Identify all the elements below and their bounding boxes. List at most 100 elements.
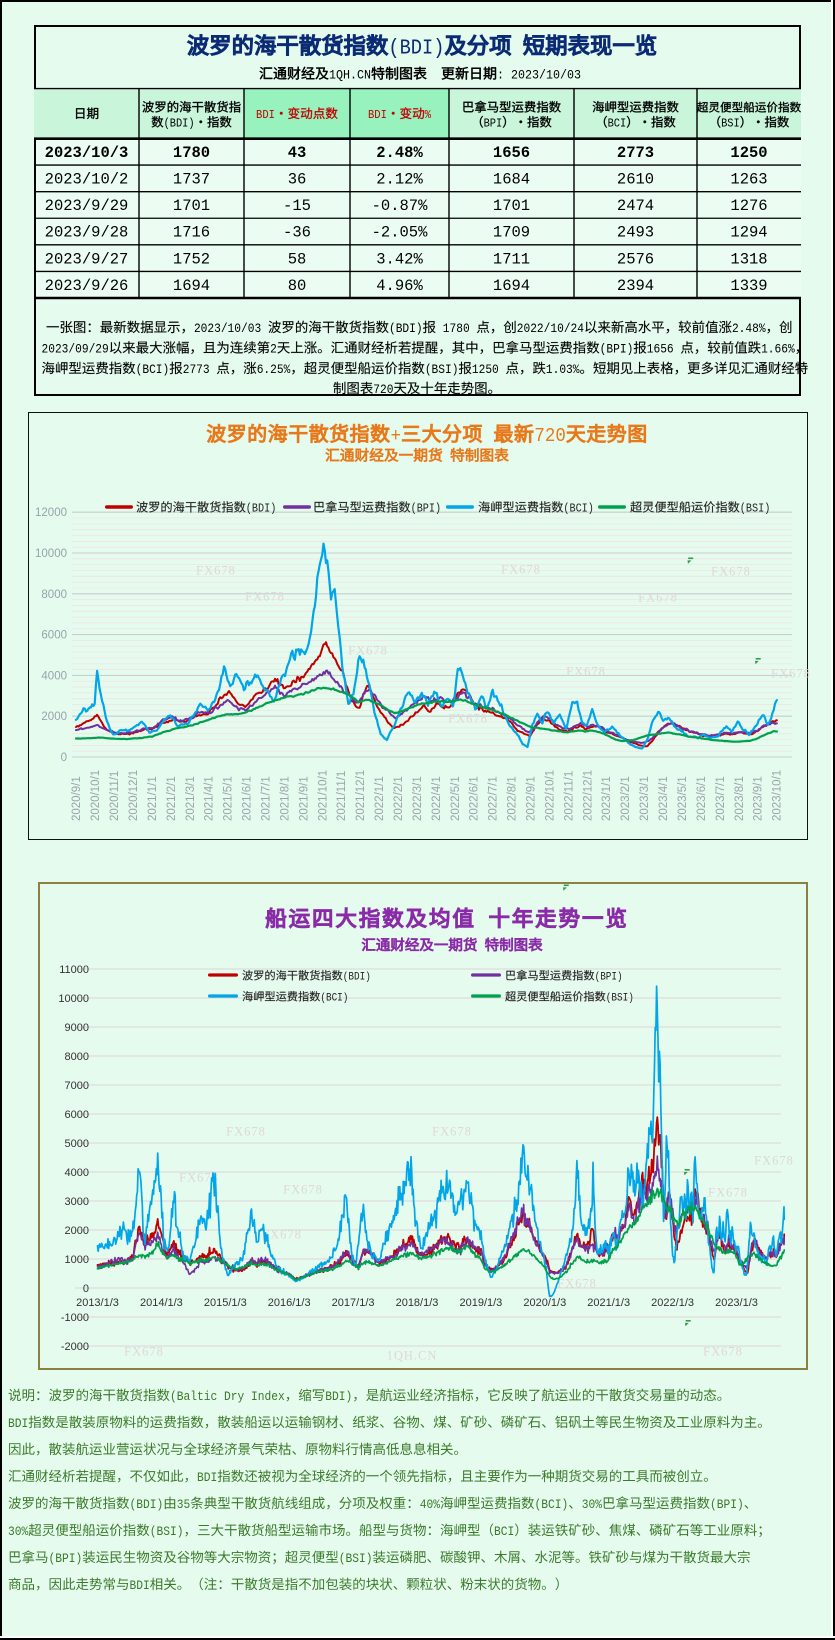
- svg-text:-0.87%: -0.87%: [372, 197, 429, 215]
- svg-text:BDI: BDI: [368, 108, 387, 122]
- svg-text:2023/10/03: 2023/10/03: [194, 321, 268, 336]
- svg-text:2.48%: 2.48%: [376, 144, 423, 162]
- svg-text:FX678: FX678: [708, 1186, 748, 1200]
- svg-text:(Baltic Dry Index: (Baltic Dry Index: [170, 1389, 285, 1404]
- svg-text:FX678: FX678: [262, 1228, 302, 1242]
- svg-text:2023/1/3: 2023/1/3: [715, 1297, 758, 1309]
- svg-text:BDI: BDI: [8, 1416, 28, 1431]
- svg-text:1.66%: 1.66%: [761, 342, 795, 357]
- svg-text:6.25%: 6.25%: [257, 362, 291, 377]
- svg-text:2023/4/1: 2023/4/1: [658, 776, 670, 821]
- svg-text:2000: 2000: [41, 711, 67, 723]
- svg-text:1737: 1737: [173, 171, 210, 189]
- svg-text:720: 720: [534, 425, 565, 447]
- svg-text:2023/9/28: 2023/9/28: [45, 224, 129, 242]
- svg-text:BDI: BDI: [130, 1578, 150, 1593]
- svg-text:1QH.CN: 1QH.CN: [387, 1349, 438, 1363]
- svg-text:BCI: BCI: [608, 117, 627, 131]
- svg-text:1250: 1250: [730, 144, 767, 162]
- svg-text:(BSI): (BSI): [150, 1524, 184, 1539]
- svg-text:2493: 2493: [617, 224, 654, 242]
- svg-text:-2000: -2000: [61, 1341, 89, 1353]
- svg-text:FX678: FX678: [179, 1171, 219, 1185]
- svg-text:%: %: [425, 108, 432, 122]
- svg-text:40%: 40%: [420, 1497, 441, 1512]
- svg-text:36: 36: [288, 171, 307, 189]
- svg-text:2022/4/1: 2022/4/1: [431, 776, 443, 821]
- svg-text:7000: 7000: [65, 1080, 89, 1092]
- svg-text:2021/1/3: 2021/1/3: [587, 1297, 630, 1309]
- svg-text:2017/1/3: 2017/1/3: [332, 1297, 375, 1309]
- svg-text:2020/1/3: 2020/1/3: [523, 1297, 566, 1309]
- svg-text:2022/1/3: 2022/1/3: [651, 1297, 694, 1309]
- svg-text:(BSI): (BSI): [740, 503, 771, 516]
- svg-text:1250: 1250: [472, 362, 506, 377]
- svg-text:2022/8/1: 2022/8/1: [507, 776, 519, 821]
- svg-text:1709: 1709: [493, 224, 530, 242]
- svg-text:-15: -15: [283, 197, 311, 215]
- svg-text:(BPI): (BPI): [600, 342, 634, 357]
- svg-text:FX678: FX678: [703, 1345, 743, 1359]
- svg-text:2021/2/1: 2021/2/1: [166, 776, 178, 821]
- svg-text:(BDI): (BDI): [388, 37, 444, 61]
- svg-text:4000: 4000: [41, 670, 67, 682]
- svg-text:2023/10/2: 2023/10/2: [45, 171, 129, 189]
- svg-text:2020/12/1: 2020/12/1: [128, 770, 140, 821]
- svg-text:2: 2: [270, 342, 277, 357]
- svg-text:FX678: FX678: [245, 590, 285, 604]
- svg-text:11000: 11000: [59, 964, 89, 976]
- svg-text:(BSI): (BSI): [606, 993, 634, 1005]
- svg-text:2021/8/1: 2021/8/1: [279, 776, 291, 821]
- svg-text:2022/9/1: 2022/9/1: [526, 776, 538, 821]
- svg-text:2474: 2474: [617, 197, 654, 215]
- svg-text:FX678: FX678: [226, 1125, 266, 1139]
- svg-text:(BCI): (BCI): [535, 1497, 569, 1512]
- svg-text:6000: 6000: [41, 630, 67, 642]
- svg-text:1752: 1752: [173, 250, 210, 268]
- svg-text:35: 35: [177, 1497, 191, 1512]
- svg-text:FX678: FX678: [348, 644, 388, 658]
- svg-text:2023/9/26: 2023/9/26: [45, 277, 129, 295]
- svg-text:2022/12/1: 2022/12/1: [582, 770, 594, 821]
- svg-text:1656: 1656: [493, 144, 530, 162]
- svg-text:FX678: FX678: [771, 667, 811, 681]
- svg-text:1701: 1701: [493, 197, 530, 215]
- svg-text:(BCI): (BCI): [136, 362, 170, 377]
- svg-text:FX678: FX678: [432, 1125, 472, 1139]
- svg-text:2020/11/1: 2020/11/1: [109, 771, 121, 821]
- svg-text:12000: 12000: [35, 507, 67, 519]
- svg-text:0: 0: [61, 752, 67, 764]
- svg-text:BPI: BPI: [484, 117, 503, 131]
- svg-text:FX678: FX678: [566, 665, 606, 679]
- svg-text:-36: -36: [283, 224, 311, 242]
- svg-text:FX678: FX678: [711, 565, 751, 579]
- svg-text:30%: 30%: [582, 1497, 603, 1512]
- svg-text:(BPI): (BPI): [411, 503, 442, 516]
- svg-text:1276: 1276: [730, 197, 767, 215]
- svg-text:0: 0: [83, 1283, 89, 1295]
- svg-text:2023/10/3: 2023/10/3: [45, 144, 129, 162]
- svg-text:2023/09/29: 2023/09/29: [42, 342, 109, 357]
- svg-text:2023/6/1: 2023/6/1: [696, 776, 708, 821]
- svg-text:4000: 4000: [65, 1167, 89, 1179]
- svg-text:2022/10/24: 2022/10/24: [517, 321, 584, 336]
- svg-text:1711: 1711: [493, 250, 530, 268]
- svg-text:BCI: BCI: [494, 1524, 514, 1539]
- svg-text:1716: 1716: [173, 224, 210, 242]
- svg-text:3.42%: 3.42%: [376, 250, 423, 268]
- svg-text:4.96%: 4.96%: [376, 277, 423, 295]
- svg-text:FX678: FX678: [448, 712, 488, 726]
- svg-text:BDI: BDI: [256, 108, 275, 122]
- svg-text:(BPI): (BPI): [595, 972, 623, 984]
- svg-text:2013/1/3: 2013/1/3: [76, 1297, 119, 1309]
- svg-text:3000: 3000: [65, 1196, 89, 1208]
- svg-text:(BDI): (BDI): [343, 972, 371, 984]
- svg-text:1694: 1694: [493, 277, 530, 295]
- svg-text:720: 720: [373, 382, 393, 397]
- svg-text:2019/1/3: 2019/1/3: [459, 1297, 502, 1309]
- svg-text:FX678: FX678: [754, 1154, 794, 1168]
- svg-text:2576: 2576: [617, 250, 654, 268]
- svg-text:1701: 1701: [173, 197, 210, 215]
- svg-text:2.48%: 2.48%: [732, 321, 766, 336]
- svg-text:2021/11/1: 2021/11/1: [336, 771, 348, 821]
